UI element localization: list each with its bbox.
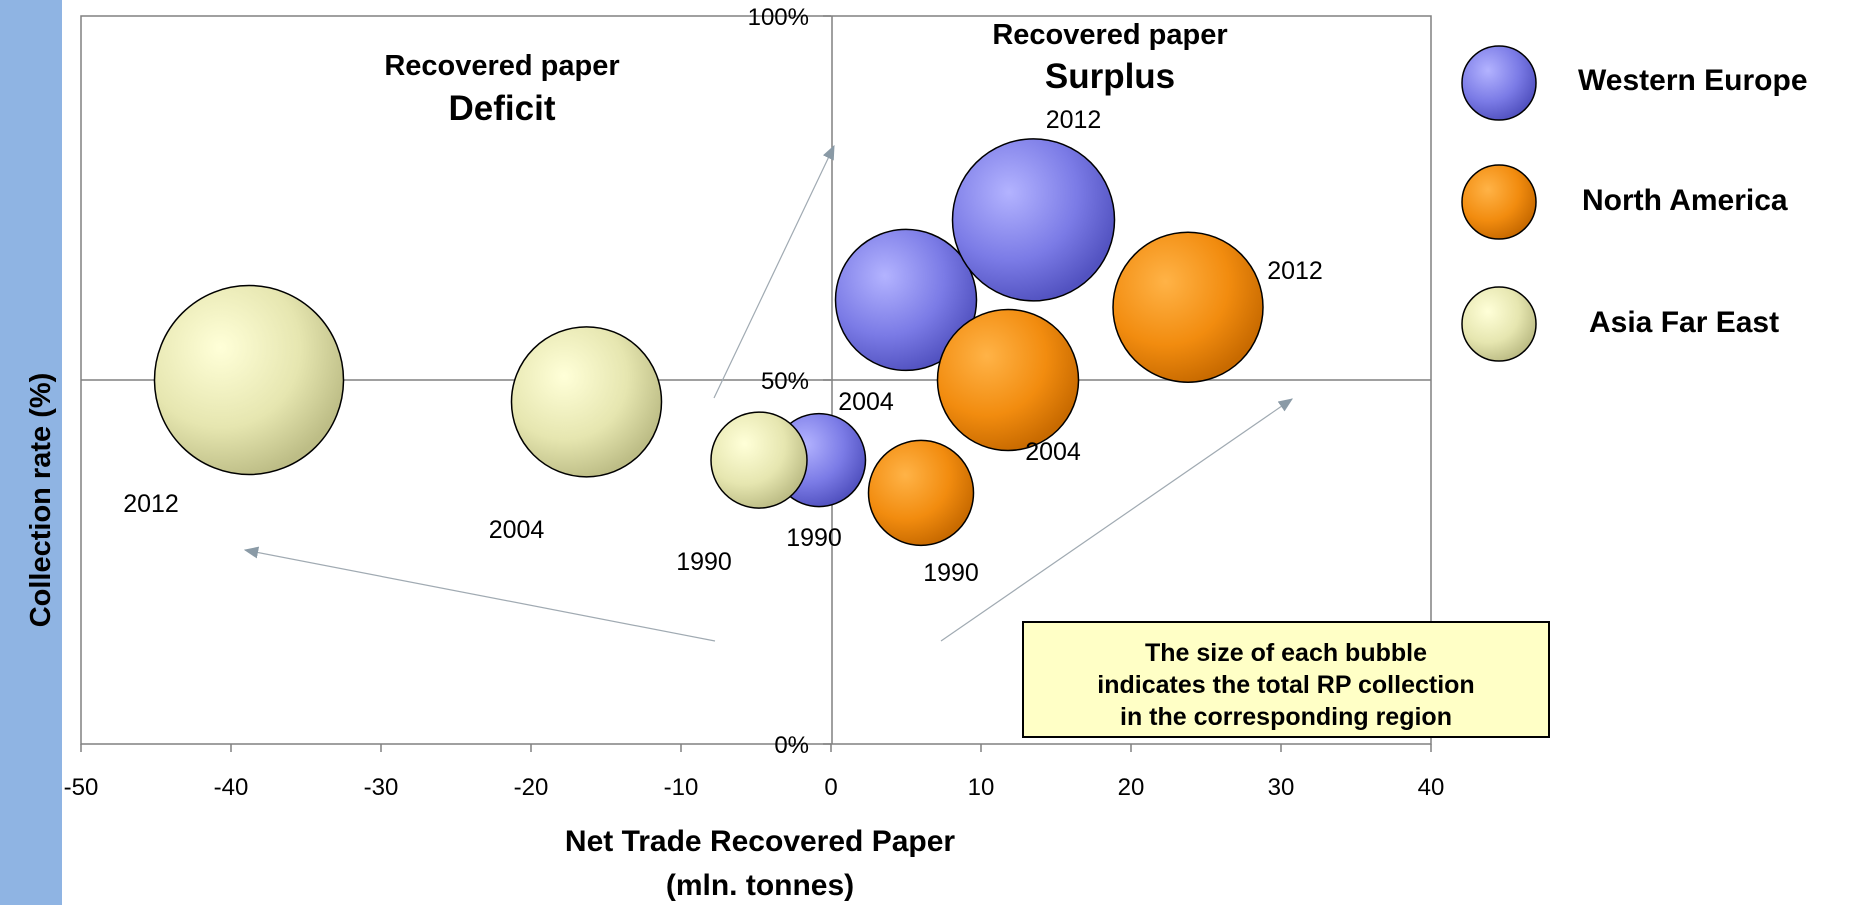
bubble-size-note: The size of each bubble indicates the to…: [1022, 621, 1550, 738]
bubble-asia-far-east-2012: [153, 284, 345, 476]
x-axis-title: Net Trade Recovered Paper (mln. tonnes): [460, 820, 1060, 908]
bubble-western-europe-2012: [951, 138, 1116, 302]
legend-label-asia-far-east: Asia Far East: [1589, 306, 1780, 339]
bubble-asia-far-east-2004: [510, 326, 663, 478]
bubble-north-america-2012: [1112, 231, 1264, 383]
trend-arrow-america: [940, 398, 1293, 642]
y-tick-label: 50%: [761, 368, 809, 395]
bubble-western-europe-2004: [834, 228, 978, 372]
note-line-2: indicates the total RP collection: [1097, 671, 1475, 699]
x-tick-label: -40: [214, 774, 249, 801]
bubble-label: 2012: [1046, 106, 1102, 134]
x-tick-label: -10: [664, 774, 699, 801]
y-tick-label: 100%: [748, 4, 809, 31]
y-axis-title: Collection rate (%): [25, 372, 57, 628]
x-tick-label: 40: [1418, 774, 1445, 801]
bubble-label: 1990: [786, 524, 842, 552]
x-axis-title-line1: Net Trade Recovered Paper: [564, 825, 956, 858]
deficit-title-line2: Deficit: [449, 89, 556, 128]
bubble-label: 2004: [838, 388, 894, 416]
side-accent-bar: [0, 0, 62, 905]
x-tick-label: -20: [514, 774, 549, 801]
bubble-north-america-1990: [867, 439, 975, 547]
bubble-asia-far-east-1990: [710, 411, 808, 509]
trend-arrow-asia: [243, 546, 716, 642]
note-line-1: The size of each bubble: [1145, 639, 1427, 667]
x-tick-label: 30: [1268, 774, 1295, 801]
legend-marker-asia-far-east: [1461, 286, 1537, 362]
x-tick-label: -30: [364, 774, 399, 801]
x-tick-label: 0: [824, 774, 837, 801]
bubble-label: 2004: [1025, 438, 1081, 466]
surplus-title-line2: Surplus: [1045, 57, 1175, 96]
legend-marker-north-america: [1461, 164, 1537, 240]
x-tick-label: 20: [1118, 774, 1145, 801]
x-axis-title-unit: (mln. tonnes): [665, 869, 855, 902]
bubble-label: 1990: [676, 548, 732, 576]
x-tick-label: -50: [64, 774, 99, 801]
note-line-3: in the corresponding region: [1120, 703, 1452, 731]
trend-arrow-europe: [713, 144, 835, 399]
y-tick-label: 0%: [774, 732, 809, 759]
bubble-label: 2012: [123, 490, 179, 518]
surplus-title-line1: Recovered paper: [992, 19, 1227, 51]
bubble-north-america-2004: [936, 308, 1080, 452]
legend-label-western-europe: Western Europe: [1578, 64, 1808, 97]
legend-label-north-america: North America: [1582, 184, 1788, 217]
bubble-label: 1990: [923, 559, 979, 587]
x-tick-label: 10: [968, 774, 995, 801]
bubble-label: 2004: [489, 516, 545, 544]
legend-marker-western-europe: [1461, 45, 1537, 121]
bubble-label: 2012: [1267, 257, 1323, 285]
deficit-title-line1: Recovered paper: [384, 50, 619, 82]
